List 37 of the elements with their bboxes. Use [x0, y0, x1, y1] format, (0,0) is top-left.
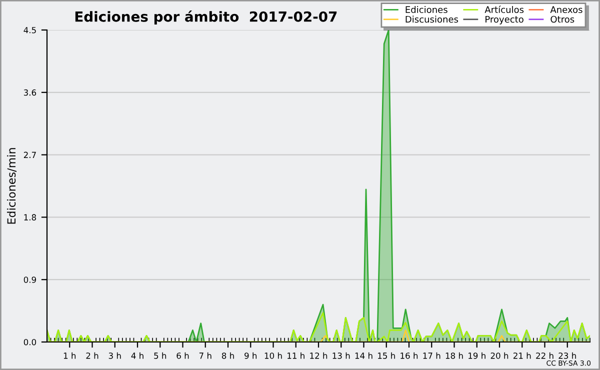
legend-label: Otros — [550, 16, 574, 23]
x-tick-label: 4 h — [131, 352, 144, 359]
x-tick-label: 21 h — [513, 352, 531, 359]
x-tick-label: 13 h — [332, 352, 350, 359]
x-tick-label: 3 h — [108, 352, 121, 359]
x-tick-label: 23 h — [558, 352, 576, 359]
x-tick-label: 14 h — [355, 352, 372, 359]
legend-label: Ediciones — [406, 6, 448, 14]
legend-label: Anexos — [550, 6, 582, 14]
x-tick-label: 5 h — [154, 352, 166, 359]
x-tick-label: 19 h — [468, 352, 486, 359]
x-tick-label: 11 h — [288, 352, 304, 359]
y-tick-label: 2.7 — [24, 152, 36, 158]
x-tick-label: 6 h — [176, 352, 189, 359]
x-tick-label: 8 h — [222, 352, 234, 359]
legend-label: Artículos — [484, 6, 524, 14]
x-tick-label: 20 h — [490, 352, 508, 359]
x-tick-label: 18 h — [446, 352, 463, 359]
x-tick-label: 1 h — [64, 352, 76, 359]
x-tick-label: 15 h — [378, 352, 395, 359]
x-tick-label: 22 h — [536, 352, 554, 359]
y-axis-title: Ediciones/min — [7, 148, 16, 224]
x-tick-label: 17 h — [423, 352, 440, 359]
x-tick-label: 9 h — [244, 352, 257, 359]
y-tick-label: 1.8 — [24, 214, 36, 220]
y-tick-label: 4.5 — [24, 27, 36, 34]
x-tick-label: 2 h — [86, 352, 98, 359]
y-tick-label: 3.6 — [24, 89, 36, 96]
x-tick-label: 10 h — [264, 352, 282, 359]
x-tick-label: 12 h — [310, 352, 328, 359]
legend-label: Discusiones — [406, 16, 458, 23]
x-tick-label: 7 h — [199, 352, 212, 359]
y-tick-label: 0.0 — [24, 338, 36, 346]
legend-label: Proyecto — [486, 16, 524, 24]
chart-title: Ediciones por ámbito 2017-02-07 — [75, 10, 337, 25]
y-tick-label: 0.9 — [24, 276, 36, 283]
x-tick-label: 16 h — [400, 352, 418, 359]
